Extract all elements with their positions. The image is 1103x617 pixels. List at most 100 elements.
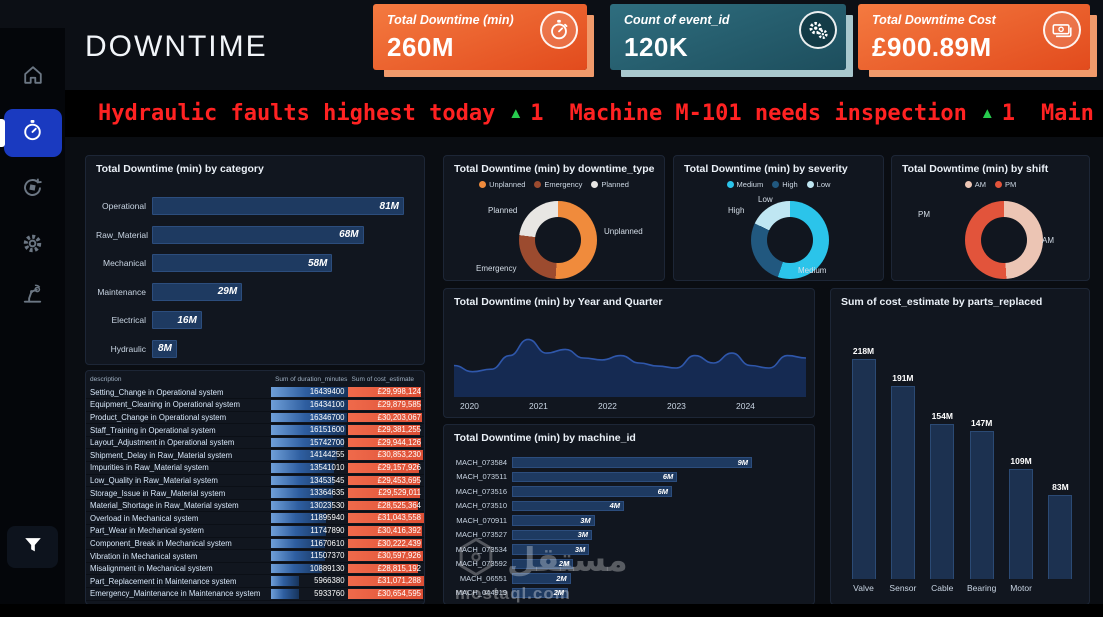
legend-item-low[interactable]: Low	[806, 180, 830, 189]
duration-data-bar	[271, 450, 337, 461]
parts-bar[interactable]	[930, 424, 955, 579]
sidebar-item-machines[interactable]	[15, 278, 51, 314]
col-header-duration[interactable]: Sum of duration_minutes	[275, 376, 348, 383]
parts-category-label: Motor	[1010, 583, 1032, 593]
legend-item-high[interactable]: High	[772, 180, 798, 189]
parts-bar[interactable]	[1048, 495, 1073, 579]
parts-chart-card: Sum of cost_estimate by parts_replaced 2…	[830, 288, 1090, 605]
machine-bar[interactable]: 2M	[512, 587, 568, 598]
duration-data-bar	[271, 400, 348, 410]
col-header-description[interactable]: description	[90, 376, 122, 383]
table-row[interactable]: Material_Shortage in Raw_Material system…	[86, 499, 424, 512]
sync-cube-icon	[21, 176, 44, 204]
category-value-label: 16M	[177, 314, 197, 326]
machine-bar[interactable]: 4M	[512, 500, 624, 511]
legend-item-planned[interactable]: Planned	[591, 180, 629, 189]
up-arrow-icon: ▲	[979, 105, 995, 122]
cost-data-bar	[347, 400, 422, 410]
area-chart[interactable]	[453, 325, 807, 397]
cost-value: £28,815,192	[377, 563, 421, 573]
table-row[interactable]: Product_Change in Operational system 1634…	[86, 411, 424, 424]
sidebar-item-downtime[interactable]	[15, 115, 51, 151]
slice-label-high: High	[728, 206, 745, 215]
machine-bar[interactable]: 9M	[512, 457, 752, 468]
kpi-card-event-count[interactable]: Count of event_id 120K	[610, 4, 846, 70]
breakdown-table-card: description Sum of duration_minutes Sum …	[85, 370, 425, 605]
category-bar[interactable]: 16M	[152, 311, 202, 330]
donut-hole	[767, 217, 813, 263]
cost-data-bar	[347, 500, 418, 511]
legend-item-emergency[interactable]: Emergency	[534, 180, 582, 189]
parts-bar[interactable]	[890, 386, 915, 579]
cell-description: Part_Replacement in Maintenance system	[90, 576, 237, 586]
table-row[interactable]: Layout_Adjustment in Operational system 1…	[86, 436, 424, 449]
gears-icon	[799, 11, 837, 49]
top-bar: DOWNTIME Total Downtime (min) 260M Count…	[0, 0, 1103, 90]
col-header-cost[interactable]: Sum of cost_estimate	[351, 376, 415, 383]
kpi-card-total-cost[interactable]: Total Downtime Cost £900.89M	[858, 4, 1090, 70]
table-row[interactable]: Component_Break in Mechanical system 1167…	[86, 537, 424, 550]
table-row[interactable]: Staff_Training in Operational system 1615…	[86, 424, 424, 437]
ticker-item: Main	[1041, 101, 1094, 126]
table-row[interactable]: Storage_Issue in Raw_Material system 1336…	[86, 487, 424, 500]
kpi-card-total-downtime[interactable]: Total Downtime (min) 260M	[373, 4, 587, 70]
parts-bar[interactable]	[1009, 469, 1034, 579]
sidebar-item-settings[interactable]	[15, 228, 51, 264]
cell-cost: £30,597,926	[347, 550, 424, 563]
filter-button[interactable]	[7, 526, 58, 568]
cell-duration: 15742700	[271, 436, 347, 449]
category-bar[interactable]: 29M	[152, 282, 243, 301]
machine-bar[interactable]: 6M	[512, 471, 678, 482]
legend-item-unplanned[interactable]: Unplanned	[479, 180, 525, 189]
table-row[interactable]: Overload in Mechanical system 11895940 £31…	[86, 512, 424, 525]
machine-bar[interactable]: 3M	[512, 544, 590, 555]
table-row[interactable]: Shipment_Delay in Raw_Material system 141…	[86, 449, 424, 462]
machine-bar[interactable]: 3M	[512, 515, 595, 526]
severity-donut-card: Total Downtime (min) by severity Medium H…	[673, 155, 884, 281]
cell-description: Layout_Adjustment in Operational system	[90, 438, 235, 448]
sidebar-item-refresh[interactable]	[15, 172, 51, 208]
category-bar[interactable]: 8M	[152, 339, 177, 358]
cost-data-bar	[347, 475, 421, 486]
table-row[interactable]: Misalignment in Mechanical system 1088913…	[86, 562, 424, 575]
machine-bar[interactable]: 2M	[512, 573, 571, 584]
table-row[interactable]: Emergency_Maintenance in Maintenance sys…	[86, 588, 424, 601]
machine-bar[interactable]: 6M	[512, 486, 672, 497]
category-bar[interactable]: 58M	[152, 254, 333, 273]
legend-item-medium[interactable]: Medium	[726, 180, 763, 189]
machine-bar-track: 9M	[512, 457, 806, 468]
machine-category-label: MACH_073592	[455, 559, 507, 569]
cell-description: Misalignment in Mechanical system	[90, 564, 213, 574]
table-row[interactable]: Impurities in Raw_Material system 1354101…	[86, 462, 424, 475]
legend-item-pm[interactable]: PM	[995, 180, 1016, 189]
ticker-item: Machine M-101 needs inspection ▲ 1	[569, 101, 1014, 126]
table-row[interactable]: Equipment_Cleaning in Operational system…	[86, 399, 424, 412]
cost-value: £31,043,558	[377, 513, 421, 523]
category-bar[interactable]: 81M	[152, 197, 404, 216]
table-row[interactable]: Low_Quality in Raw_Material system 134535…	[86, 474, 424, 487]
parts-bar[interactable]	[969, 431, 994, 579]
cost-value: £30,416,392	[377, 526, 421, 536]
table-row[interactable]: Part_Replacement in Maintenance system 59…	[86, 575, 424, 588]
machine-bar[interactable]: 3M	[512, 529, 592, 540]
machine-value-label: 3M	[580, 515, 591, 525]
duration-value: 11895940	[310, 513, 345, 523]
machine-category-label: MACH_06551	[459, 573, 507, 583]
cost-data-bar	[347, 463, 420, 473]
duration-data-bar	[271, 437, 345, 448]
table-row[interactable]: Vibration in Mechanical system 11507370 £3…	[86, 550, 424, 563]
cost-value: £29,944,126	[377, 437, 421, 447]
duration-data-bar	[271, 513, 327, 524]
table-row[interactable]: Part_Wear in Mechanical system 11747890 £3…	[86, 525, 424, 538]
parts-bar[interactable]	[851, 359, 876, 579]
category-bar[interactable]: 68M	[152, 225, 364, 244]
sidebar-item-home[interactable]	[15, 59, 51, 95]
legend-item-am[interactable]: AM	[964, 180, 986, 189]
robot-arm-icon	[21, 282, 44, 310]
category-bar-track: 81M	[152, 197, 416, 216]
machine-bar[interactable]: 2M	[512, 558, 574, 569]
duration-value: 14144255	[309, 450, 345, 460]
cost-data-bar	[347, 437, 422, 448]
table-row[interactable]: Setting_Change in Operational system 1643…	[86, 386, 424, 399]
up-arrow-icon: ▲	[508, 105, 524, 122]
